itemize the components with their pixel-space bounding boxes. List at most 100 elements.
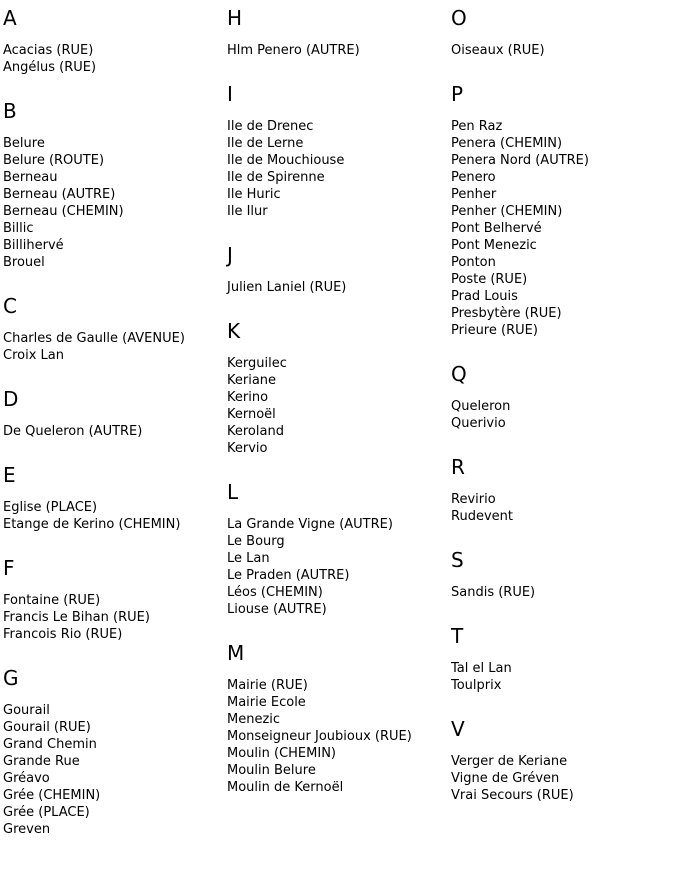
entry: Belure: [3, 136, 45, 151]
entry: La Grande Vigne (AUTRE): [227, 517, 393, 532]
letter-section: R Revirio Rudevent: [451, 455, 675, 525]
letter-section: Q Queleron Querivio: [451, 362, 675, 432]
entry-list: Revirio Rudevent: [451, 491, 675, 525]
entry: Oiseaux (RUE): [451, 43, 545, 58]
entry: Billihervé: [3, 238, 64, 253]
entry: Fontaine (RUE): [3, 593, 101, 608]
entry: Brouel: [3, 255, 45, 270]
entry: Verger de Keriane: [451, 754, 568, 769]
entry-list: Fontaine (RUE) Francis Le Bihan (RUE) Fr…: [3, 592, 227, 643]
entry: Kernoël: [227, 407, 276, 422]
entry: Charles de Gaulle (AVENUE): [3, 331, 185, 346]
entry: Queleron: [451, 399, 511, 414]
entry: Ponton: [451, 255, 496, 270]
letter-section: D De Queleron (AUTRE): [3, 387, 227, 440]
entry: Grée (CHEMIN): [3, 788, 101, 803]
entry: Ile de Mouchiouse: [227, 153, 345, 168]
entry: Revirio: [451, 492, 496, 507]
entry: Presbytère (RUE): [451, 306, 562, 321]
index-column: O Oiseaux (RUE) P Pen Raz Penera (CHEMIN…: [451, 6, 675, 827]
section-letter: S: [451, 548, 464, 572]
letter-section: C Charles de Gaulle (AVENUE) Croix Lan: [3, 294, 227, 364]
letter-section: F Fontaine (RUE) Francis Le Bihan (RUE) …: [3, 556, 227, 643]
entry-list: Tal el Lan Toulprix: [451, 660, 675, 694]
entry: Vigne de Gréven: [451, 771, 560, 786]
section-letter: K: [227, 319, 241, 343]
entry: Grand Chemin: [3, 737, 97, 752]
section-letter: C: [3, 294, 17, 318]
entry-list: Mairie (RUE) Mairie Ecole Menezic Monsei…: [227, 677, 451, 796]
letter-section: E Eglise (PLACE) Etange de Kerino (CHEMI…: [3, 463, 227, 533]
entry: Keriane: [227, 373, 277, 388]
entry: Ile de Drenec: [227, 119, 314, 134]
entry: Poste (RUE): [451, 272, 528, 287]
entry: Greven: [3, 822, 51, 837]
section-letter: T: [451, 624, 464, 648]
letter-section: G Gourail Gourail (RUE) Grand Chemin Gra…: [3, 666, 227, 838]
entry-list: Kerguilec Keriane Kerino Kernoël Kerolan…: [227, 355, 451, 457]
entry: Mairie (RUE): [227, 678, 308, 693]
entry: Querivio: [451, 416, 506, 431]
entry: Moulin Belure: [227, 763, 316, 778]
entry: Gréavo: [3, 771, 50, 786]
entry: Berneau (AUTRE): [3, 187, 116, 202]
entry-list: Hlm Penero (AUTRE): [227, 42, 451, 59]
entry: Tal el Lan: [451, 661, 512, 676]
letter-section: I Ile de Drenec Ile de Lerne Ile de Mouc…: [227, 82, 451, 220]
entry-list: Charles de Gaulle (AVENUE) Croix Lan: [3, 330, 227, 364]
entry: Ile de Spirenne: [227, 170, 325, 185]
entry: Kerguilec: [227, 356, 287, 371]
entry: Pont Belhervé: [451, 221, 542, 236]
entry: Kerino: [227, 390, 269, 405]
letter-section: V Verger de Keriane Vigne de Gréven Vrai…: [451, 717, 675, 804]
entry: Belure (ROUTE): [3, 153, 105, 168]
section-letter: D: [3, 387, 19, 411]
index-column: H Hlm Penero (AUTRE) I Ile de Drenec Ile…: [227, 6, 451, 819]
entry: Rudevent: [451, 509, 513, 524]
entry: Penher (CHEMIN): [451, 204, 563, 219]
entry: Billic: [3, 221, 34, 236]
section-letter: O: [451, 6, 467, 30]
entry: Penero: [451, 170, 496, 185]
entry: Croix Lan: [3, 348, 64, 363]
entry: Gourail (RUE): [3, 720, 91, 735]
entry: Moulin de Kernoël: [227, 780, 344, 795]
letter-section: K Kerguilec Keriane Kerino Kernoël Kerol…: [227, 319, 451, 457]
entry: Le Lan: [227, 551, 270, 566]
section-letter: R: [451, 455, 465, 479]
entry-list: Acacias (RUE) Angélus (RUE): [3, 42, 227, 76]
entry: Mairie Ecole: [227, 695, 306, 710]
entry-list: Pen Raz Penera (CHEMIN) Penera Nord (AUT…: [451, 118, 675, 339]
entry: Berneau: [3, 170, 58, 185]
entry: Etange de Kerino (CHEMIN): [3, 517, 181, 532]
entry: Keroland: [227, 424, 284, 439]
letter-section: M Mairie (RUE) Mairie Ecole Menezic Mons…: [227, 641, 451, 796]
letter-section: L La Grande Vigne (AUTRE) Le Bourg Le La…: [227, 480, 451, 618]
section-letter: L: [227, 480, 239, 504]
entry: Monseigneur Joubioux (RUE): [227, 729, 412, 744]
section-letter: G: [3, 666, 19, 690]
entry-list: La Grande Vigne (AUTRE) Le Bourg Le Lan …: [227, 516, 451, 618]
entry-list: Queleron Querivio: [451, 398, 675, 432]
entry-list: Gourail Gourail (RUE) Grand Chemin Grand…: [3, 702, 227, 838]
letter-section: A Acacias (RUE) Angélus (RUE): [3, 6, 227, 76]
letter-section: J Julien Laniel (RUE): [227, 243, 451, 296]
entry: Toulprix: [451, 678, 502, 693]
entry: Ile Ilur: [227, 204, 268, 219]
entry: Le Bourg: [227, 534, 285, 549]
entry: Sandis (RUE): [451, 585, 536, 600]
entry: Julien Laniel (RUE): [227, 280, 347, 295]
entry: Ile de Lerne: [227, 136, 304, 151]
section-letter: A: [3, 6, 17, 30]
section-letter: H: [227, 6, 243, 30]
section-letter: E: [3, 463, 16, 487]
entry: Grée (PLACE): [3, 805, 90, 820]
letter-section: P Pen Raz Penera (CHEMIN) Penera Nord (A…: [451, 82, 675, 339]
section-letter: M: [227, 641, 245, 665]
entry: Grande Rue: [3, 754, 80, 769]
entry-list: Verger de Keriane Vigne de Gréven Vrai S…: [451, 753, 675, 804]
letter-section: B Belure Belure (ROUTE) Berneau Berneau …: [3, 99, 227, 271]
entry: Penera (CHEMIN): [451, 136, 563, 151]
letter-section: H Hlm Penero (AUTRE): [227, 6, 451, 59]
